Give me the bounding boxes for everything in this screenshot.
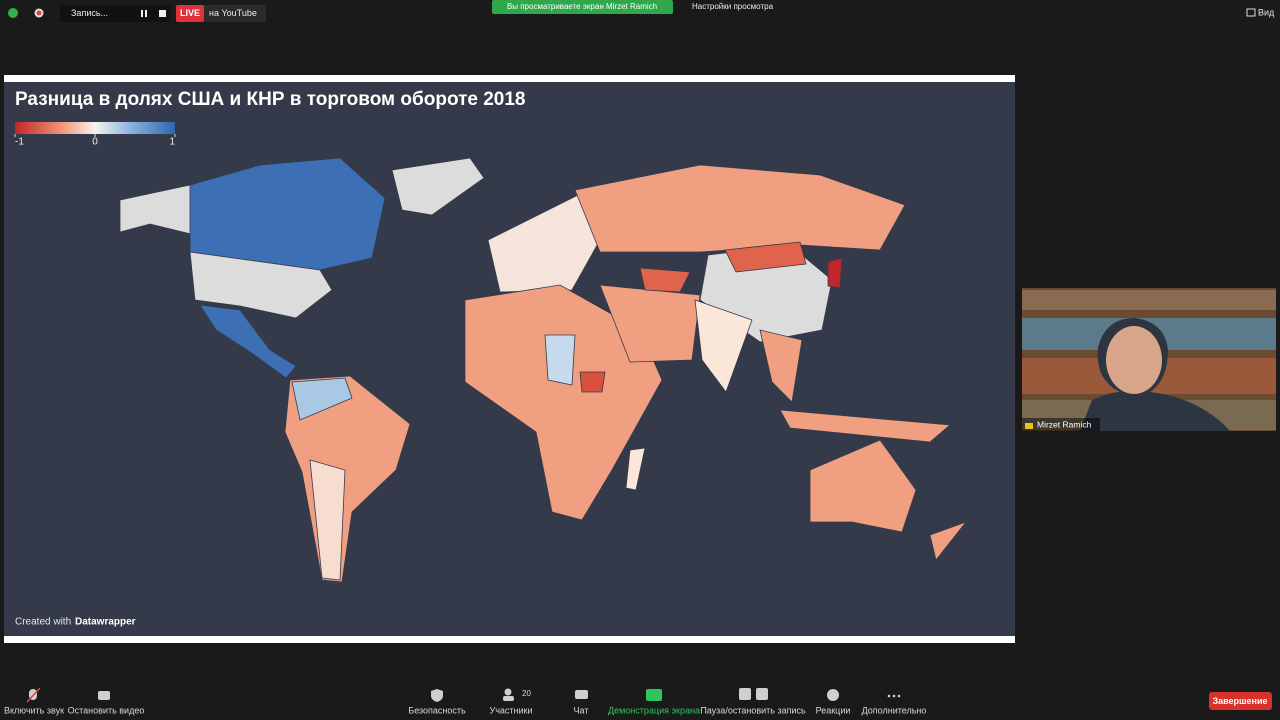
pause-icon[interactable] [145, 10, 147, 17]
participant-name: Mirzet Ramich [1037, 419, 1092, 429]
shared-screen: Разница в долях США и КНР в торговом обо… [4, 75, 1015, 643]
platform-label[interactable]: на YouTube [209, 8, 257, 18]
alaska [119, 184, 196, 236]
chat[interactable]: Чат [574, 705, 589, 715]
pause-recording[interactable]: Пауза/остановить запись [700, 705, 806, 715]
new-zealand [929, 521, 968, 561]
mute-slash [26, 687, 41, 703]
middle-east [599, 284, 701, 363]
recording-box [60, 5, 170, 22]
view-button[interactable]: Вид [1258, 7, 1275, 17]
more-dot [892, 694, 896, 698]
share-screen[interactable]: Демонстрация экрана [608, 705, 700, 715]
europe [487, 193, 601, 293]
pause-record-icon[interactable] [739, 688, 751, 700]
usa [189, 251, 333, 319]
india [694, 299, 753, 393]
participants-icon[interactable] [504, 688, 512, 696]
view-options[interactable]: Настройки просмотра [692, 2, 774, 11]
chad [544, 334, 576, 386]
end-label[interactable]: Завершение [1212, 696, 1267, 706]
end-button[interactable] [1209, 692, 1272, 710]
video-icon[interactable] [98, 691, 110, 700]
mexico [199, 304, 297, 379]
russia [574, 164, 906, 253]
argentina [309, 459, 346, 581]
share-icon[interactable] [646, 689, 662, 701]
chat-icon[interactable] [575, 690, 588, 699]
view-icon[interactable] [1246, 8, 1256, 17]
legend-gradient [15, 122, 175, 134]
signal-icon [1025, 423, 1033, 429]
stop-video[interactable]: Остановить видео [68, 705, 145, 715]
security[interactable]: Безопасность [408, 705, 466, 715]
venezuela [291, 377, 353, 421]
participants-count: 20 [522, 689, 531, 698]
participants-icon[interactable] [503, 696, 514, 701]
credit: Created with [15, 617, 71, 628]
participant-face [1106, 326, 1162, 394]
world-map [119, 157, 968, 583]
australia [809, 439, 917, 533]
reactions-icon[interactable] [827, 689, 839, 701]
toolbar: Включить звук Остановить видео Безопасно… [4, 687, 1272, 715]
live-badge [176, 5, 204, 22]
more[interactable]: Дополнительно [862, 705, 927, 715]
shelf-row [1022, 290, 1276, 310]
legend-tick-label: -1 [15, 137, 24, 148]
iran [639, 267, 691, 293]
video-tile: Mirzet Ramich [1022, 288, 1276, 431]
platform-box[interactable] [204, 5, 266, 22]
madagascar [625, 447, 646, 491]
unmute[interactable]: Включить звук [4, 705, 64, 715]
legend-ticks: -1 0 1 [14, 134, 176, 148]
more-dot [897, 694, 901, 698]
top-bar: Запись... LIVE на YouTube Вы просматрива… [8, 0, 1275, 22]
name-tag [1022, 418, 1100, 431]
security-icon[interactable] [431, 689, 443, 702]
southeast-asia [759, 329, 803, 403]
participants[interactable]: Участники [490, 705, 533, 715]
mongolia [724, 241, 807, 273]
legend-tick-label: 1 [169, 137, 175, 148]
security-badge[interactable] [8, 8, 18, 18]
more-dot [887, 694, 891, 698]
indonesia [779, 409, 951, 443]
live-label: LIVE [180, 8, 200, 18]
africa [464, 284, 663, 521]
south-america [284, 375, 411, 583]
viewing-banner [492, 0, 673, 14]
greenland [391, 157, 485, 216]
viewing-label: Вы просматриваете экран Mirzet Ramich [507, 2, 657, 11]
stop-icon[interactable] [159, 10, 166, 17]
stop-record-icon[interactable] [756, 688, 768, 700]
map-title: Разница в долях США и КНР в торговом обо… [15, 89, 526, 110]
pause-icon[interactable] [141, 10, 143, 17]
north-korea [827, 257, 843, 289]
credit-brand[interactable]: Datawrapper [75, 617, 136, 628]
recording-label: Запись... [71, 8, 108, 18]
record-dot [36, 10, 42, 16]
legend-tick-label: 0 [92, 137, 98, 148]
south-sudan [579, 371, 606, 393]
reactions[interactable]: Реакции [816, 705, 851, 715]
